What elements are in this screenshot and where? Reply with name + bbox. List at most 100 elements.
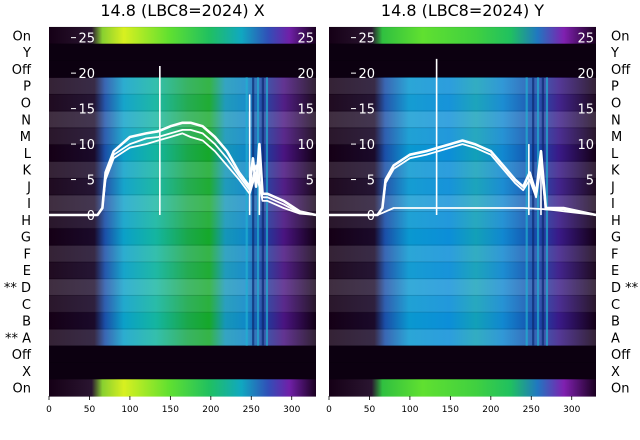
y-tick-label-edge: 20 bbox=[577, 67, 594, 82]
row-label: B bbox=[611, 315, 620, 330]
row-label: O bbox=[21, 96, 31, 111]
row-label: Y bbox=[610, 46, 619, 61]
heatmap-row bbox=[49, 345, 316, 364]
heatmap-row bbox=[329, 245, 596, 263]
row-label: H bbox=[21, 214, 31, 229]
heatmap-row bbox=[329, 261, 596, 280]
y-tick-label-edge: 10 bbox=[577, 138, 594, 153]
row-label: M bbox=[611, 130, 622, 145]
heatmap-row bbox=[49, 228, 316, 246]
heatmap-row bbox=[329, 211, 596, 229]
heatmap-row bbox=[329, 127, 596, 146]
channel-stripe bbox=[245, 77, 248, 346]
y-tick-label: 0 bbox=[367, 209, 375, 224]
heatmap-row bbox=[49, 77, 316, 95]
series-line bbox=[329, 143, 597, 216]
row-label: N bbox=[611, 113, 621, 128]
row-label: B bbox=[22, 315, 31, 330]
series-line bbox=[49, 132, 317, 216]
series-line bbox=[49, 121, 317, 217]
row-label: P bbox=[23, 80, 31, 95]
row-label: K bbox=[611, 164, 620, 179]
y-tick-label: 10 bbox=[358, 138, 375, 153]
heatmap-row bbox=[329, 77, 596, 95]
heatmap-row bbox=[329, 278, 596, 296]
x-tick-label: 150 bbox=[162, 405, 179, 415]
x-tick-label: 0 bbox=[326, 405, 332, 415]
heatmap-row bbox=[329, 27, 596, 45]
row-label: I bbox=[611, 197, 615, 212]
row-label: K bbox=[22, 164, 31, 179]
heatmap-row bbox=[329, 110, 596, 129]
heatmap-row bbox=[49, 60, 316, 78]
channel-stripe bbox=[536, 77, 540, 346]
row-label: X bbox=[611, 365, 620, 380]
row-label: ** A bbox=[5, 331, 31, 346]
row-label: J bbox=[610, 180, 615, 195]
y-tick-label: 20 bbox=[358, 67, 375, 82]
x-tick-label: 0 bbox=[46, 405, 52, 415]
row-label: H bbox=[611, 214, 621, 229]
y-tick-label-edge: 15 bbox=[577, 103, 594, 118]
heatmap-row bbox=[49, 295, 316, 313]
y-tick-label-edge: 20 bbox=[297, 67, 314, 82]
row-label: I bbox=[27, 197, 31, 212]
row-label: Off bbox=[611, 348, 631, 363]
heatmap-row bbox=[49, 362, 316, 380]
heatmap-row bbox=[49, 278, 316, 296]
heatmap-row bbox=[329, 312, 596, 330]
row-label: O bbox=[611, 96, 621, 111]
heatmap-row bbox=[329, 345, 596, 364]
chart-title: 14.8 (LBC8=2024) X bbox=[100, 1, 264, 20]
row-label: F bbox=[611, 247, 618, 262]
row-label: D ** bbox=[611, 281, 639, 296]
y-tick-label: 20 bbox=[78, 67, 95, 82]
heatmap-row bbox=[49, 245, 316, 263]
heatmap-row bbox=[329, 228, 596, 246]
y-tick-label-edge: 25 bbox=[577, 32, 594, 47]
series-line bbox=[329, 207, 597, 216]
row-label: E bbox=[611, 264, 619, 279]
channel-stripe bbox=[252, 77, 255, 346]
heatmap-row bbox=[329, 379, 596, 397]
y-tick-label: 5 bbox=[367, 174, 375, 189]
heatmap-row bbox=[329, 60, 596, 78]
y-tick-label: 10 bbox=[78, 138, 95, 153]
row-label: F bbox=[24, 247, 31, 262]
chart-title: 14.8 (LBC8=2024) Y bbox=[381, 1, 544, 20]
x-tick-label: 300 bbox=[563, 405, 580, 415]
x-tick-label: 250 bbox=[243, 405, 260, 415]
heatmap-row bbox=[49, 312, 316, 330]
x-tick-label: 100 bbox=[401, 405, 418, 415]
heatmap-row bbox=[329, 362, 596, 380]
channel-stripe bbox=[265, 77, 269, 346]
channel-stripe bbox=[532, 77, 535, 346]
y-tick-label: 25 bbox=[78, 32, 95, 47]
heatmap-row bbox=[49, 27, 316, 45]
row-label: ** D bbox=[4, 281, 31, 296]
heatmap-row bbox=[49, 328, 316, 347]
row-label: L bbox=[611, 147, 619, 162]
row-label: L bbox=[24, 147, 32, 162]
row-label: G bbox=[21, 231, 31, 246]
row-label: X bbox=[22, 365, 31, 380]
x-tick-label: 200 bbox=[202, 405, 219, 415]
row-label: On bbox=[611, 29, 629, 44]
y-tick-label-edge: 25 bbox=[297, 32, 314, 47]
x-tick-label: 50 bbox=[364, 405, 376, 415]
row-label: On bbox=[13, 382, 31, 397]
heatmap-row bbox=[329, 43, 596, 62]
row-label: G bbox=[611, 231, 621, 246]
heatmap-row bbox=[49, 43, 316, 62]
x-tick-label: 150 bbox=[442, 405, 459, 415]
row-label: J bbox=[26, 180, 31, 195]
heatmap-row bbox=[49, 261, 316, 280]
y-tick-label: 15 bbox=[78, 103, 95, 118]
heatmap-row bbox=[329, 94, 596, 112]
y-tick-label: 15 bbox=[358, 103, 375, 118]
y-tick-label: 5 bbox=[87, 174, 95, 189]
row-label: Off bbox=[12, 63, 32, 78]
